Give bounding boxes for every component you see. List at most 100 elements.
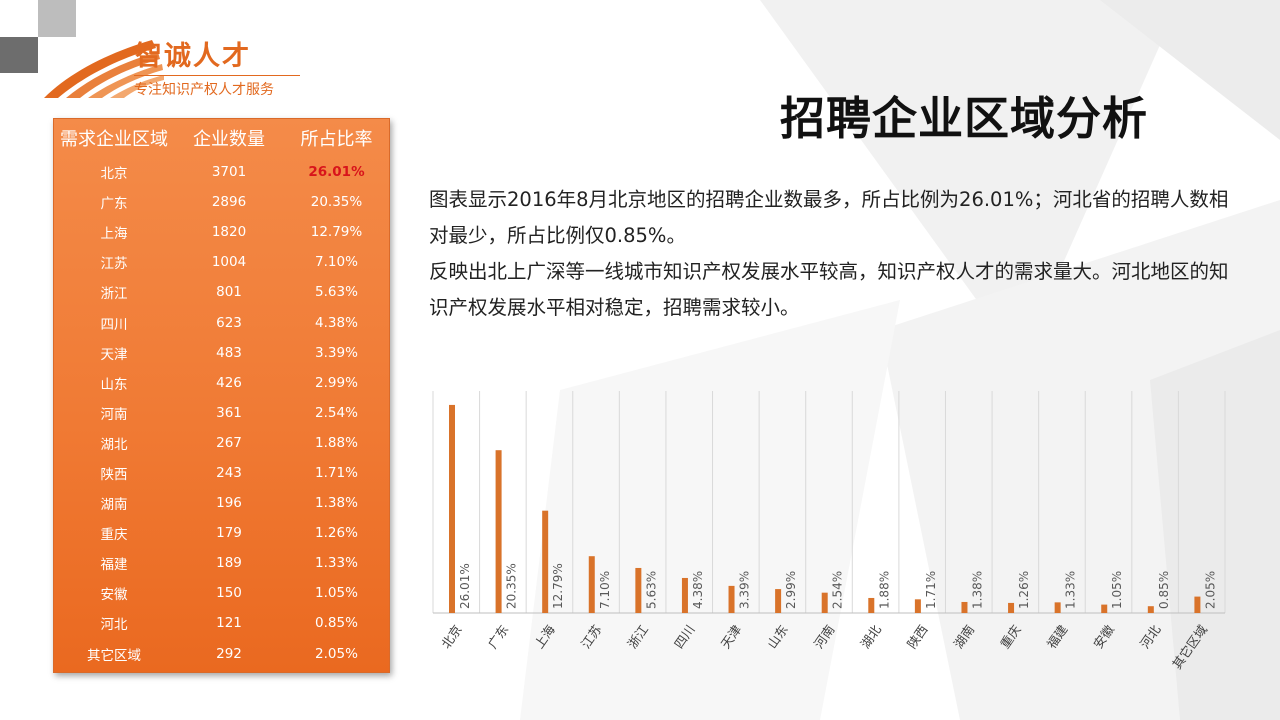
cell-region: 重庆	[100, 527, 128, 544]
x-tick-label: 河南	[811, 622, 838, 651]
corner-square-dark	[0, 37, 38, 73]
table-row: 福建 189 1.33%	[54, 548, 389, 578]
data-label: 1.33%	[1064, 571, 1078, 609]
cell-ratio: 1.38%	[315, 495, 358, 512]
x-tick-label: 山东	[764, 622, 791, 651]
data-label: 20.35%	[505, 563, 519, 609]
corner-square-grey	[38, 0, 76, 37]
cell-ratio: 1.26%	[315, 525, 358, 542]
cell-ratio: 5.63%	[315, 284, 358, 301]
cell-count: 426	[216, 374, 242, 391]
cell-count: 1004	[211, 254, 247, 271]
cell-region: 上海	[100, 226, 128, 243]
data-label: 2.99%	[784, 571, 798, 609]
bar	[775, 589, 782, 613]
region-table: 需求企业区域 企业数量 所占比率 北京 3701 26.01% 广东 2896 20.3…	[54, 119, 389, 669]
cell-count: 267	[216, 434, 242, 451]
bar	[961, 601, 968, 613]
x-tick-label: 安徽	[1090, 622, 1117, 651]
cell-ratio: 0.85%	[315, 615, 358, 632]
bar	[914, 599, 921, 613]
table-header-row: 需求企业区域 企业数量 所占比率	[54, 119, 389, 157]
header-region: 需求企业区域	[60, 129, 168, 150]
x-tick-label: 上海	[531, 622, 558, 651]
cell-region: 陕西	[100, 466, 128, 483]
cell-region: 江苏	[100, 256, 128, 273]
x-tick-label: 福建	[1044, 622, 1071, 651]
cell-count: 179	[216, 525, 242, 542]
data-label: 1.38%	[970, 571, 984, 609]
logo-divider	[134, 75, 300, 76]
cell-count: 243	[216, 464, 242, 481]
bar	[495, 450, 502, 613]
x-tick-label: 广东	[485, 622, 512, 651]
brand-name: 智诚人才	[135, 41, 251, 72]
bar	[1194, 596, 1201, 613]
description: 图表显示2016年8月北京地区的招聘企业数最多，所占比例为26.01%；河北省的…	[429, 182, 1229, 326]
table-row: 四川 623 4.38%	[54, 307, 389, 337]
table-row: 陕西 243 1.71%	[54, 458, 389, 488]
bar	[635, 567, 642, 613]
cell-count: 801	[216, 284, 242, 301]
region-bar-chart: 26.01% 北京 20.35% 广东 12.79% 上海 7.10% 江苏 5.63% 浙江 4.…	[432, 391, 1226, 672]
cell-region: 河南	[100, 406, 128, 423]
cell-region: 湖北	[100, 436, 128, 453]
cell-count: 292	[216, 645, 242, 662]
cell-ratio: 1.71%	[315, 464, 358, 481]
data-label: 1.71%	[924, 571, 938, 609]
cell-region: 湖南	[100, 497, 128, 514]
cell-count: 1820	[211, 224, 247, 241]
table-row: 湖北 267 1.88%	[54, 428, 389, 458]
x-tick-label: 其它区域	[1169, 622, 1210, 672]
bar	[868, 597, 875, 613]
table-row: 安徽 150 1.05%	[54, 578, 389, 608]
data-label: 1.26%	[1017, 571, 1031, 609]
data-label: 26.01%	[458, 563, 472, 609]
cell-count: 483	[216, 344, 242, 361]
cell-ratio: 1.88%	[315, 434, 358, 451]
cell-region: 安徽	[100, 587, 128, 604]
table-row: 浙江 801 5.63%	[54, 277, 389, 307]
bar	[1008, 602, 1015, 613]
data-label: 5.63%	[644, 571, 658, 609]
table-row: 河南 361 2.54%	[54, 398, 389, 428]
data-label: 4.38%	[691, 571, 705, 609]
bar	[1054, 602, 1061, 613]
data-label: 7.10%	[598, 571, 612, 609]
table-row: 河北 121 0.85%	[54, 608, 389, 638]
data-label: 3.39%	[738, 571, 752, 609]
x-tick-label: 湖北	[857, 622, 884, 651]
cell-region: 河北	[100, 617, 128, 634]
logo-swoosh-icon	[44, 40, 164, 98]
cell-region: 四川	[100, 316, 128, 333]
cell-ratio: 12.79%	[310, 224, 363, 241]
table-row: 北京 3701 26.01%	[54, 157, 389, 187]
cell-count: 150	[216, 585, 242, 602]
x-tick-label: 天津	[718, 622, 745, 651]
cell-ratio: 20.35%	[310, 194, 363, 211]
cell-count: 3701	[211, 164, 247, 181]
cell-ratio: 2.54%	[315, 404, 358, 421]
cell-count: 623	[216, 314, 242, 331]
cell-ratio: 2.99%	[315, 374, 358, 391]
cell-ratio: 3.39%	[315, 344, 358, 361]
x-tick-label: 河北	[1137, 622, 1164, 651]
bar	[681, 577, 688, 613]
x-tick-label: 重庆	[997, 622, 1024, 651]
cell-ratio: 1.33%	[315, 555, 358, 572]
cell-region: 天津	[100, 346, 128, 363]
cell-region: 福建	[100, 557, 128, 574]
cell-ratio-highlight: 26.01%	[308, 164, 365, 181]
cell-region: 广东	[100, 196, 128, 213]
table-row: 湖南 196 1.38%	[54, 488, 389, 518]
page-title: 招聘企业区域分析	[780, 92, 1149, 145]
cell-region: 山东	[100, 376, 128, 393]
corner-square-orange	[0, 0, 38, 37]
description-paragraph-1: 图表显示2016年8月北京地区的招聘企业数最多，所占比例为26.01%；河北省的…	[429, 188, 1229, 247]
table-row: 重庆 179 1.26%	[54, 518, 389, 548]
cell-ratio: 2.05%	[315, 645, 358, 662]
description-paragraph-2: 反映出北上广深等一线城市知识产权发展水平较高，知识产权人才的需求量大。河北地区的…	[429, 260, 1229, 319]
cell-ratio: 1.05%	[315, 585, 358, 602]
data-label: 1.05%	[1110, 571, 1124, 609]
